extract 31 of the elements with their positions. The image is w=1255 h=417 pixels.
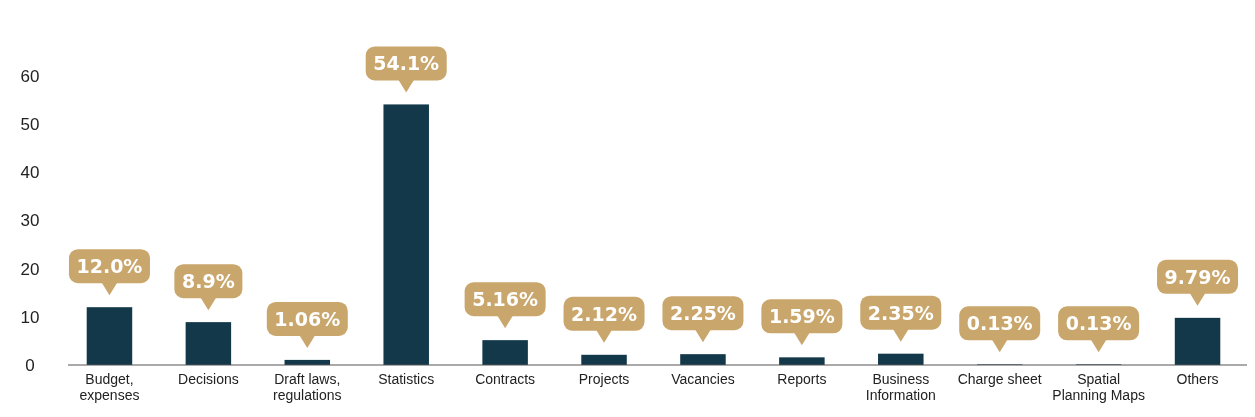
data-label: 2.35%	[867, 301, 934, 324]
y-tick-label: 30	[20, 211, 40, 231]
x-tick-label: Charge sheet	[957, 371, 1042, 387]
x-tick-label: Contracts	[475, 371, 536, 387]
x-tick-label: Vacancies	[671, 371, 735, 387]
y-tick-label: 40	[20, 163, 40, 183]
data-label: 0.13%	[966, 312, 1033, 335]
data-label: 1.06%	[274, 307, 341, 330]
data-label: 9.79%	[1164, 265, 1231, 288]
data-label: 1.59%	[768, 305, 835, 328]
x-tick-label: Projects	[578, 371, 630, 387]
x-tick-label: Decisions	[178, 371, 239, 387]
x-tick-label: Business Information	[865, 371, 936, 403]
data-label: 54.1%	[373, 52, 440, 75]
data-label: 2.25%	[670, 302, 736, 324]
x-tick-label: Draft laws, regulations	[273, 371, 342, 403]
x-tick-label: Statistics	[378, 371, 435, 387]
data-label: 2.12%	[571, 302, 637, 325]
y-tick-label: 60	[20, 66, 40, 86]
x-tick-label: Budget, expenses	[79, 371, 140, 403]
x-tick-label: Spatial Planning Maps	[1052, 371, 1145, 403]
y-tick-label: 20	[20, 259, 40, 279]
x-tick-label: Reports	[777, 371, 827, 387]
x-tick-label: Others	[1176, 371, 1219, 387]
data-label: 5.16%	[472, 287, 539, 310]
data-label: 8.9%	[182, 269, 235, 292]
data-label: 12.0%	[76, 255, 143, 278]
y-tick-label: 10	[20, 307, 40, 327]
y-tick-label: 0	[25, 355, 35, 375]
data-label: 0.13%	[1065, 312, 1132, 335]
y-tick-label: 50	[20, 115, 40, 135]
